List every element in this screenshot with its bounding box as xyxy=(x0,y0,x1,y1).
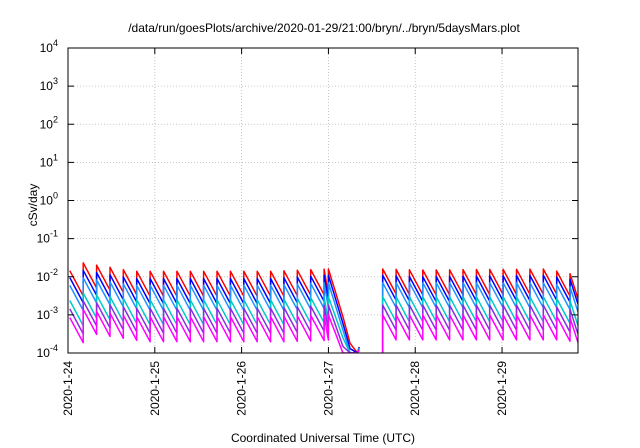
x-tick-label: 2020-1-28 xyxy=(408,361,422,416)
chart-title: /data/run/goesPlots/archive/2020-01-29/2… xyxy=(128,21,520,35)
x-tick-label: 2020-1-24 xyxy=(61,361,75,416)
y-tick-label: 101 xyxy=(40,152,58,169)
y-tick-label: 10-3 xyxy=(37,305,58,322)
y-tick-label: 104 xyxy=(40,38,58,55)
y-tick-label: 10-1 xyxy=(37,229,58,246)
y-axis: 10-4 10-3 10-2 10-1 100 101 102 103 104 xyxy=(37,38,578,360)
series-group xyxy=(69,262,578,353)
x-tick-label: 2020-1-29 xyxy=(495,361,509,416)
y-tick-label: 103 xyxy=(40,76,58,93)
series-line xyxy=(69,277,578,353)
x-tick-label: 2020-1-27 xyxy=(321,361,335,416)
y-tick-label: 10-2 xyxy=(37,267,58,284)
x-tick-label: 2020-1-26 xyxy=(235,361,249,416)
x-tick-label: 2020-1-25 xyxy=(148,361,162,416)
y-axis-label: cSv/day xyxy=(26,184,40,227)
x-axis: 2020-1-24 2020-1-25 2020-1-26 2020-1-27 2020… xyxy=(61,48,509,416)
y-tick-label: 10-4 xyxy=(37,343,58,360)
series-line xyxy=(69,308,578,353)
x-axis-label: Coordinated Universal Time (UTC) xyxy=(231,431,415,445)
y-tick-label: 100 xyxy=(40,191,58,208)
y-tick-label: 102 xyxy=(40,114,58,131)
